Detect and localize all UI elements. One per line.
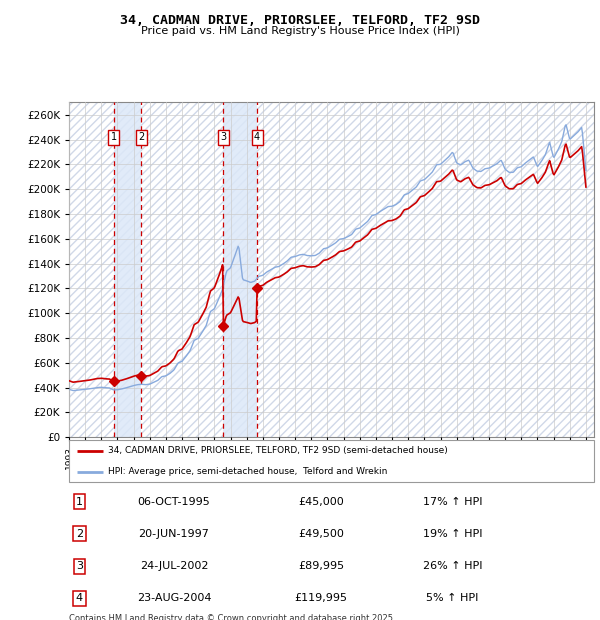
Text: £45,000: £45,000 [298,497,344,507]
Text: 19% ↑ HPI: 19% ↑ HPI [422,529,482,539]
Text: £119,995: £119,995 [295,593,347,603]
Text: £89,995: £89,995 [298,561,344,571]
Text: Price paid vs. HM Land Registry's House Price Index (HPI): Price paid vs. HM Land Registry's House … [140,26,460,36]
Text: 17% ↑ HPI: 17% ↑ HPI [422,497,482,507]
Text: 5% ↑ HPI: 5% ↑ HPI [426,593,478,603]
Text: Contains HM Land Registry data © Crown copyright and database right 2025.
This d: Contains HM Land Registry data © Crown c… [69,614,395,620]
Text: 26% ↑ HPI: 26% ↑ HPI [422,561,482,571]
Text: £49,500: £49,500 [298,529,344,539]
Text: 06-OCT-1995: 06-OCT-1995 [137,497,211,507]
Text: 3: 3 [76,561,83,571]
Text: 24-JUL-2002: 24-JUL-2002 [140,561,208,571]
FancyBboxPatch shape [69,440,594,482]
Text: 1: 1 [110,133,117,143]
Text: 4: 4 [254,133,260,143]
Bar [223,102,257,437]
Text: 34, CADMAN DRIVE, PRIORSLEE, TELFORD, TF2 9SD (semi-detached house): 34, CADMAN DRIVE, PRIORSLEE, TELFORD, TF… [109,446,448,455]
Text: HPI: Average price, semi-detached house,  Telford and Wrekin: HPI: Average price, semi-detached house,… [109,467,388,476]
Text: 34, CADMAN DRIVE, PRIORSLEE, TELFORD, TF2 9SD: 34, CADMAN DRIVE, PRIORSLEE, TELFORD, TF… [120,14,480,27]
Text: 1: 1 [76,497,83,507]
Text: 20-JUN-1997: 20-JUN-1997 [139,529,209,539]
Text: 3: 3 [220,133,226,143]
Text: 2: 2 [76,529,83,539]
Text: 4: 4 [76,593,83,603]
Bar [114,102,141,437]
Text: 2: 2 [138,133,145,143]
Text: 23-AUG-2004: 23-AUG-2004 [137,593,211,603]
